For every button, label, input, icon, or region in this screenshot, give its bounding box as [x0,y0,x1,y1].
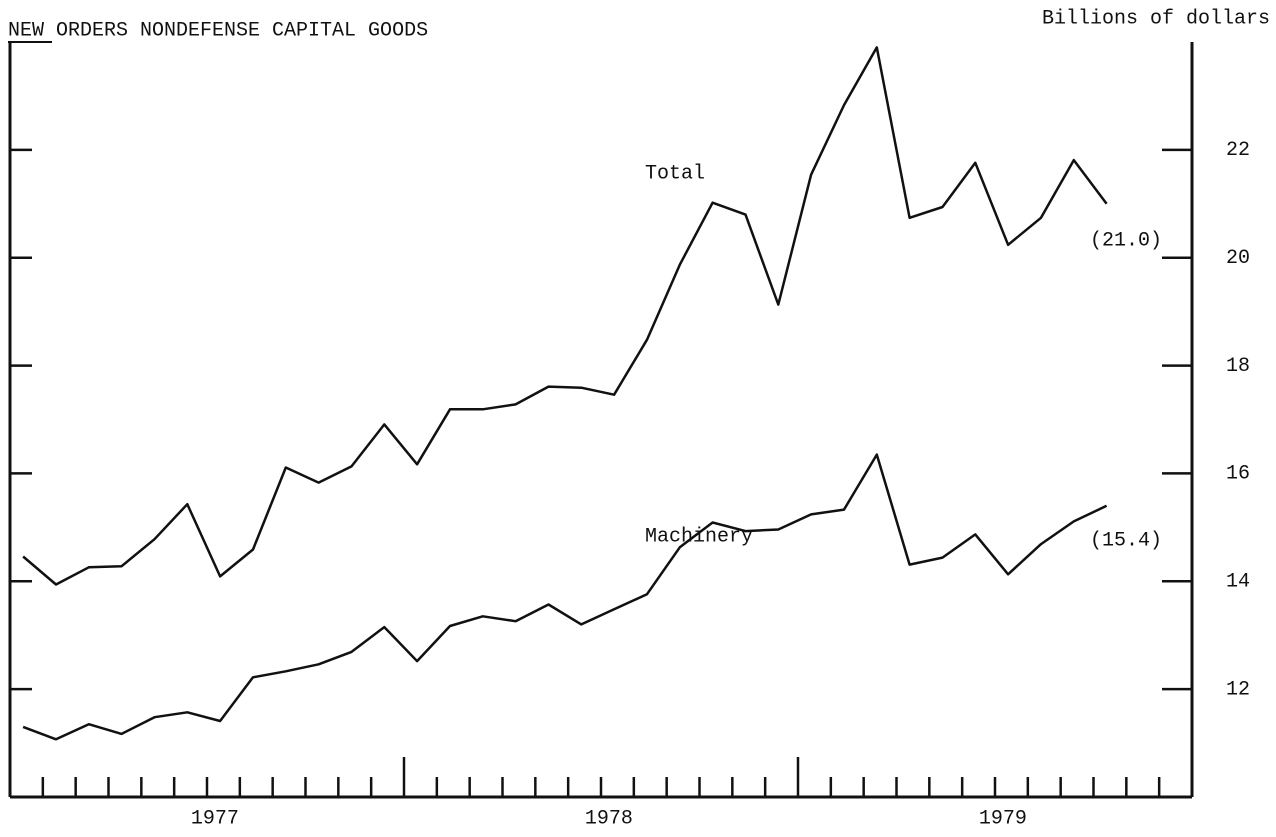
annotation: (15.4) [1090,529,1162,552]
annotation: (21.0) [1090,229,1162,252]
y-axis-label: Billions of dollars [1042,7,1270,30]
series-line [22,46,1108,586]
y-tick-label: 16 [1226,463,1250,486]
x-tick-label: 1977 [191,807,239,830]
y-tick-label: 14 [1226,571,1250,594]
x-tick-label: 1979 [979,807,1027,830]
chart-title: NEW ORDERS NONDEFENSE CAPITAL GOODS [8,19,428,42]
y-tick-label: 12 [1226,678,1250,701]
y-tick-label: 18 [1226,355,1250,378]
series-label: Machinery [645,525,753,548]
y-tick-label: 22 [1226,139,1250,162]
series-label: Total [645,162,705,185]
y-tick-label: 20 [1226,247,1250,270]
series-line [22,453,1108,741]
x-tick-label: 1978 [585,807,633,830]
